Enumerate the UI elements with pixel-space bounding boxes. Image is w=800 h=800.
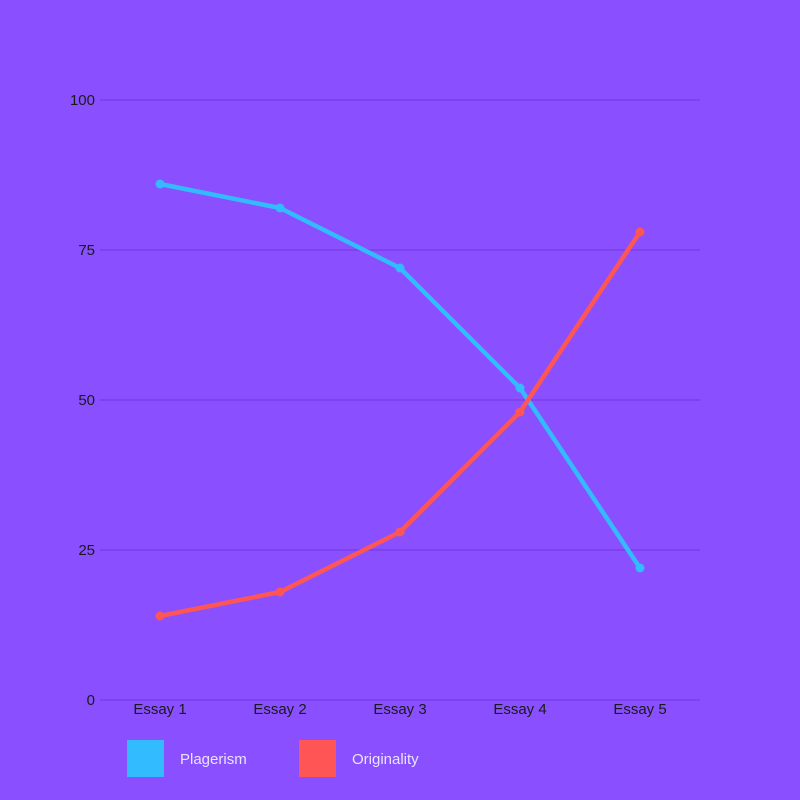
data-point [515, 407, 525, 417]
x-axis-ticks: Essay 1 Essay 2 Essay 3 Essay 4 Essay 5 [133, 701, 666, 718]
series-lines [155, 179, 645, 621]
grid-lines [100, 99, 700, 701]
data-point [155, 611, 165, 621]
x-tick-label: Essay 2 [253, 701, 306, 718]
data-point [275, 587, 285, 597]
x-tick-label: Essay 1 [133, 701, 186, 718]
data-point [635, 563, 645, 573]
series-plagerism [155, 179, 645, 573]
legend-label: Plagerism [180, 751, 247, 768]
x-tick-label: Essay 5 [613, 701, 666, 718]
data-point [395, 527, 405, 537]
y-axis-ticks: 0 25 50 75 100 [70, 92, 95, 709]
legend-swatch [127, 740, 164, 777]
y-tick-label: 0 [87, 692, 95, 709]
data-point [275, 203, 285, 213]
data-point [515, 383, 525, 393]
y-tick-label: 100 [70, 92, 95, 109]
x-tick-label: Essay 4 [493, 701, 546, 718]
legend: Plagerism Originality [127, 740, 419, 777]
data-point [635, 227, 645, 237]
y-tick-label: 25 [78, 542, 95, 559]
data-point [155, 179, 165, 189]
y-tick-label: 50 [78, 392, 95, 409]
legend-label: Originality [352, 751, 419, 768]
legend-swatch [299, 740, 336, 777]
series-originality [155, 227, 645, 621]
x-tick-label: Essay 3 [373, 701, 426, 718]
data-point [395, 263, 405, 273]
legend-item: Originality [299, 740, 419, 777]
y-tick-label: 75 [78, 242, 95, 259]
legend-item: Plagerism [127, 740, 247, 777]
